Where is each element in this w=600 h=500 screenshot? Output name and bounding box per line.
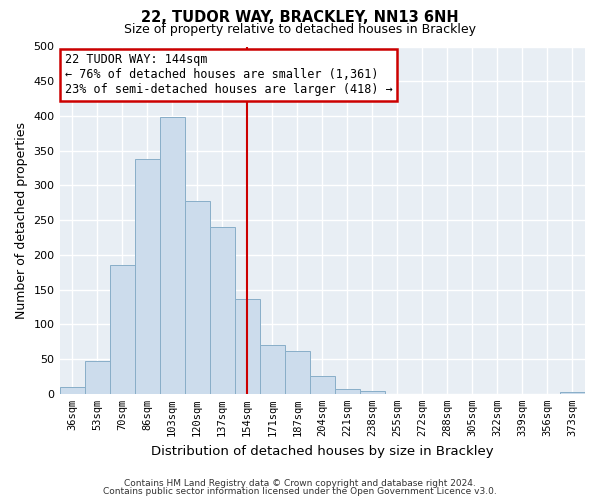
Bar — [59, 387, 85, 394]
Bar — [260, 345, 285, 394]
Text: Contains HM Land Registry data © Crown copyright and database right 2024.: Contains HM Land Registry data © Crown c… — [124, 478, 476, 488]
Text: 22, TUDOR WAY, BRACKLEY, NN13 6NH: 22, TUDOR WAY, BRACKLEY, NN13 6NH — [141, 10, 459, 25]
Bar — [160, 118, 185, 394]
Bar — [209, 227, 235, 394]
Bar — [310, 376, 335, 394]
Text: 22 TUDOR WAY: 144sqm
← 76% of detached houses are smaller (1,361)
23% of semi-de: 22 TUDOR WAY: 144sqm ← 76% of detached h… — [65, 54, 392, 96]
Bar — [335, 389, 360, 394]
Y-axis label: Number of detached properties: Number of detached properties — [15, 122, 28, 318]
Bar — [360, 391, 385, 394]
Text: Contains public sector information licensed under the Open Government Licence v3: Contains public sector information licen… — [103, 487, 497, 496]
Bar — [85, 361, 110, 394]
Text: Size of property relative to detached houses in Brackley: Size of property relative to detached ho… — [124, 22, 476, 36]
Bar — [185, 202, 209, 394]
Bar — [134, 159, 160, 394]
Bar — [110, 266, 134, 394]
X-axis label: Distribution of detached houses by size in Brackley: Distribution of detached houses by size … — [151, 444, 494, 458]
Bar — [285, 350, 310, 394]
Bar — [560, 392, 585, 394]
Bar — [235, 298, 260, 394]
